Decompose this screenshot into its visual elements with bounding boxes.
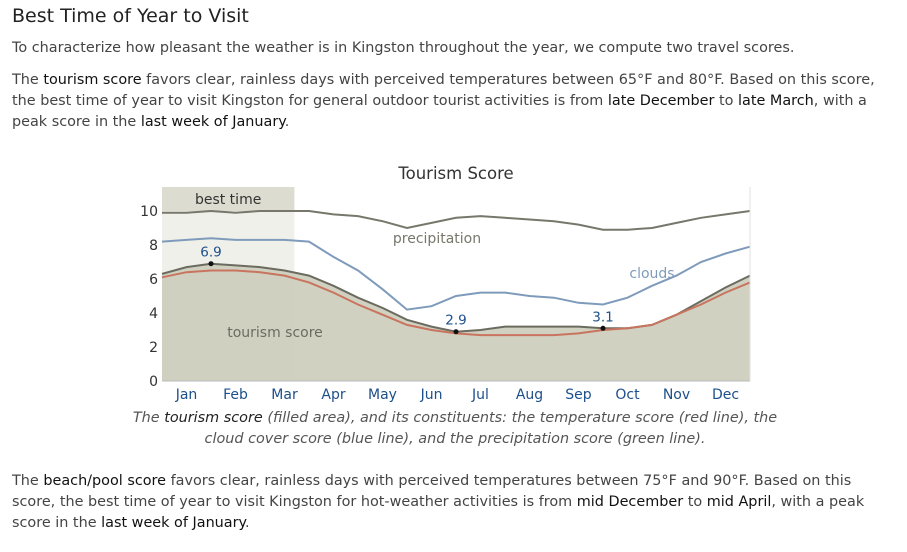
beach-text-9: . [245,515,250,531]
month-label-apr: Apr [321,387,345,403]
annotation-point [453,329,459,335]
y-tick-label: 10 [140,204,158,220]
month-label-nov: Nov [663,387,690,403]
precipitation-score-line [162,209,751,231]
tourism-score-area [162,263,750,381]
best-time-header [162,187,295,211]
chart-caption: The tourism score (filled area), and its… [130,408,780,450]
tourism-text-5: to [714,93,739,109]
intro-paragraph: To characterize how pleasant the weather… [12,40,795,56]
beach-text-1: The [12,473,44,489]
beach-start-date: mid December [576,494,684,510]
tourism-peak-week: last week of January [140,114,285,130]
month-label-jul: Jul [471,387,489,403]
month-label-sep: Sep [565,387,592,403]
best-time-label: best time [195,192,261,208]
annotation-value: 2.9 [445,313,466,329]
tourism-text-3: favors clear, rainless days with perceiv… [12,72,875,109]
chart-title: Tourism Score [397,164,513,183]
month-label-oct: Oct [615,387,640,403]
month-label-may: May [368,387,397,403]
clouds-score-line [161,237,751,311]
month-label-dec: Dec [712,387,739,403]
beach-text-5: to [683,494,707,510]
tourism-score-label: tourism score [227,325,323,341]
tourism-paragraph: The tourism score favors clear, rainless… [12,70,897,133]
caption-text-1: The [132,410,165,426]
beach-text-3: favors clear, rainless days with perceiv… [12,473,852,510]
y-tick-label: 4 [149,306,158,322]
tourism-text-1: The [12,72,44,88]
y-tick-label: 2 [149,340,158,356]
beach-peak-week: last week of January [101,515,246,531]
tourism-end-date: late March [738,93,814,109]
beach-paragraph: The beach/pool score favors clear, rainl… [12,471,897,534]
tourism-text-7: , with a peak score in the [12,93,867,130]
precipitation-label: precipitation [393,231,481,247]
annotation-point [600,325,606,331]
annotation-point [208,261,214,267]
month-label-mar: Mar [271,387,298,403]
tourism-text-9: . [284,114,290,130]
annotation-value: 6.9 [200,245,221,261]
page-title: Best Time of Year to Visit [12,5,249,27]
clouds-label: clouds [629,266,674,282]
y-tick-label: 8 [149,238,158,254]
beach-score-term: beach/pool score [43,473,167,489]
beach-end-date: mid April [706,494,772,510]
annotation-value: 3.1 [592,309,613,325]
month-label-jun: Jun [420,387,443,403]
month-label-feb: Feb [223,387,248,403]
tourism-start-date: late December [607,93,715,109]
beach-text-7: , with a peak score in the [12,494,865,531]
y-tick-label: 0 [149,374,158,390]
caption-text-3: (filled area), and its constituents: the… [204,410,778,447]
caption-tourism-term: tourism score [164,410,263,426]
y-tick-label: 6 [149,272,158,288]
tourism-score-term: tourism score [43,72,142,88]
month-label-aug: Aug [516,387,543,403]
month-label-jan: Jan [175,387,198,403]
